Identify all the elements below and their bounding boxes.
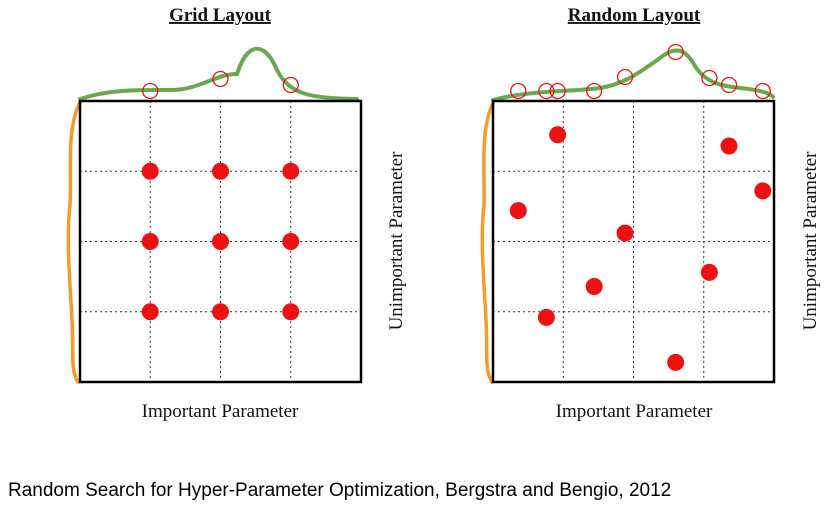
sample-point — [549, 126, 567, 144]
sample-point — [282, 303, 300, 321]
projection-marker — [701, 69, 718, 87]
unimportant-curve — [66, 100, 82, 384]
projection-marker — [549, 82, 566, 100]
sample-point — [700, 263, 718, 281]
importance-curve — [78, 46, 359, 101]
projection-marker — [667, 43, 684, 61]
sample-point — [141, 303, 159, 321]
citation-caption: Random Search for Hyper-Parameter Optimi… — [8, 480, 672, 501]
sample-points — [509, 126, 772, 371]
grid-lines — [493, 101, 774, 382]
y-axis-label: Unimportant Parameter — [386, 151, 407, 331]
sample-point — [585, 277, 603, 295]
sample-point — [212, 233, 229, 250]
projection-marker — [212, 70, 229, 88]
sample-point — [537, 308, 555, 326]
sample-points — [141, 162, 300, 321]
sample-point — [754, 182, 772, 200]
projection-marker — [720, 76, 738, 94]
panel-title: Random Layout — [568, 5, 701, 26]
projection-marker — [586, 82, 603, 100]
projection-marker — [282, 76, 299, 94]
sample-point — [616, 224, 634, 242]
random-layout-panel: Random Layout Important Parameter Unimpo… — [480, 5, 821, 422]
panel-title: Grid Layout — [169, 5, 272, 26]
sample-point — [509, 202, 527, 220]
projection-marker — [510, 82, 527, 100]
projection-marker — [538, 82, 555, 100]
importance-curve — [491, 48, 775, 102]
sample-point — [667, 353, 685, 371]
sample-point — [282, 233, 300, 250]
sample-point — [720, 137, 738, 155]
grid-layout-panel: Grid Layout Important Parameter Unimport… — [66, 5, 407, 422]
y-axis-label: Unimportant Parameter — [800, 151, 821, 331]
projections — [142, 70, 299, 100]
search-space-box — [78, 99, 363, 384]
sample-point — [212, 162, 229, 180]
search-space-box — [491, 99, 776, 384]
x-axis-label: Important Parameter — [142, 401, 299, 422]
projection-marker — [616, 68, 634, 86]
projections — [510, 43, 771, 100]
x-axis-label: Important Parameter — [556, 401, 713, 422]
unimportant-curve — [480, 101, 495, 384]
sample-point — [141, 162, 159, 180]
projection-marker — [754, 82, 771, 100]
projection-marker — [142, 82, 159, 100]
sample-point — [212, 303, 229, 321]
sample-point — [141, 233, 159, 250]
sample-point — [282, 162, 300, 180]
